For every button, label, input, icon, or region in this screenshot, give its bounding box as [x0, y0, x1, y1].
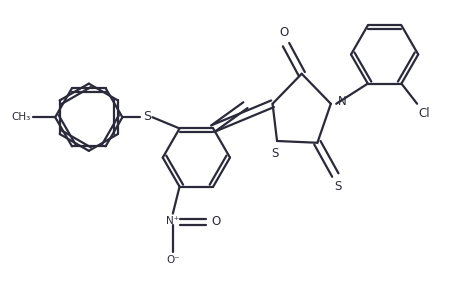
Text: O: O — [212, 215, 221, 228]
Text: S: S — [271, 147, 278, 160]
Text: CH₃: CH₃ — [11, 112, 31, 122]
Text: S: S — [334, 180, 341, 193]
Text: N: N — [337, 95, 346, 108]
Text: S: S — [143, 110, 151, 123]
Text: Cl: Cl — [419, 107, 430, 120]
Text: O⁻: O⁻ — [166, 255, 179, 265]
Text: N⁺: N⁺ — [166, 216, 179, 226]
Text: O: O — [279, 26, 288, 39]
